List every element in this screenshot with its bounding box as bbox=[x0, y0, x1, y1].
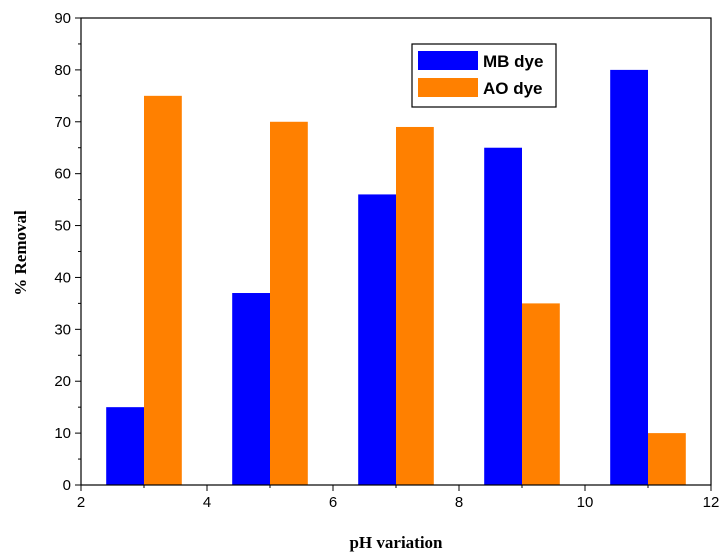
bar-ao-ph-7 bbox=[396, 126, 434, 485]
y-tick-label: 90 bbox=[54, 10, 71, 27]
legend: MB dye AO dye bbox=[411, 43, 557, 108]
legend-label-mb: MB dye bbox=[483, 52, 543, 71]
x-tick-label: 12 bbox=[703, 494, 720, 511]
bar-mb-ph-11 bbox=[610, 69, 648, 485]
bar-mb-ph-9 bbox=[484, 147, 522, 485]
y-tick-label: 60 bbox=[54, 166, 71, 183]
x-tick-label: 6 bbox=[329, 494, 337, 511]
x-tick-label: 10 bbox=[577, 494, 594, 511]
y-tick-label: 10 bbox=[54, 425, 71, 442]
x-tick-label: 4 bbox=[203, 494, 211, 511]
y-tick-label: 30 bbox=[54, 321, 71, 338]
bar-ao-ph-11 bbox=[648, 433, 686, 485]
y-tick-label: 20 bbox=[54, 373, 71, 390]
legend-swatch-ao bbox=[418, 78, 478, 97]
y-tick-label: 40 bbox=[54, 269, 71, 286]
y-tick-label: 70 bbox=[54, 114, 71, 131]
y-tick-label: 50 bbox=[54, 218, 71, 235]
legend-label-ao: AO dye bbox=[483, 79, 543, 98]
y-tick-label: 0 bbox=[63, 477, 71, 494]
x-axis-ticks: 2 4 6 8 10 12 bbox=[77, 485, 720, 511]
bar-mb-ph-5 bbox=[232, 293, 270, 485]
bars-group bbox=[106, 69, 686, 486]
y-axis-ticks: 0 10 20 30 40 50 60 70 80 90 bbox=[54, 10, 81, 494]
x-tick-label: 8 bbox=[455, 494, 463, 511]
y-axis-title: % Removal bbox=[11, 210, 30, 296]
bar-mb-ph-3 bbox=[106, 407, 144, 485]
bar-mb-ph-7 bbox=[358, 194, 396, 485]
legend-swatch-mb bbox=[418, 51, 478, 70]
y-tick-label: 80 bbox=[54, 62, 71, 79]
x-axis-title: pH variation bbox=[349, 533, 443, 552]
x-tick-label: 2 bbox=[77, 494, 85, 511]
bar-ao-ph-3 bbox=[144, 95, 182, 485]
bar-ao-ph-5 bbox=[270, 121, 308, 486]
bar-ao-ph-9 bbox=[522, 303, 560, 485]
